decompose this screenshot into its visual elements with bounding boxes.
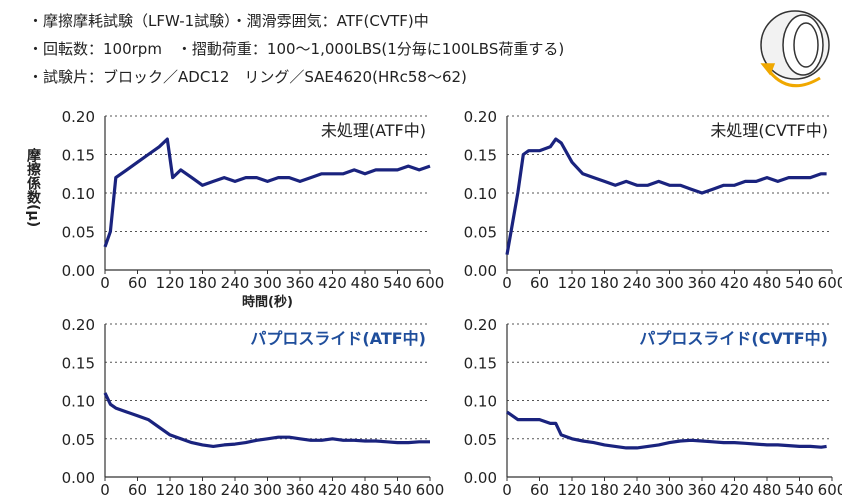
chart-title: 未処理(CVTF中) <box>710 121 828 140</box>
y-tick-label: 0.20 <box>62 108 95 126</box>
ring-icon <box>760 10 830 88</box>
x-tick-label: 240 <box>221 274 250 292</box>
x-tick-label: 360 <box>688 274 717 292</box>
x-tick-label: 0 <box>100 481 110 499</box>
x-tick-label: 120 <box>558 274 587 292</box>
header-line: ・回転数：100rpm ・摺動荷重：100〜1,000LBS(1分毎に100LB… <box>28 40 564 58</box>
y-tick-label: 0.10 <box>464 185 497 203</box>
x-tick-label: 420 <box>720 481 749 499</box>
x-tick-label: 600 <box>818 274 842 292</box>
friction-line <box>103 137 431 248</box>
y-tick-label: 0.15 <box>464 354 497 372</box>
x-tick-label: 600 <box>416 481 445 499</box>
x-tick-label: 60 <box>128 481 147 499</box>
x-tick-label: 180 <box>590 481 619 499</box>
x-tick-label: 480 <box>351 481 380 499</box>
x-tick-label: 180 <box>188 481 217 499</box>
x-tick-label: 360 <box>688 481 717 499</box>
x-tick-label: 480 <box>351 274 380 292</box>
x-tick-label: 240 <box>623 274 652 292</box>
x-tick-label: 180 <box>188 274 217 292</box>
x-tick-label: 240 <box>221 481 250 499</box>
y-tick-label: 0.05 <box>464 224 497 242</box>
y-tick-label: 0.10 <box>62 393 95 411</box>
x-tick-label: 300 <box>253 274 282 292</box>
y-tick-label: 0.00 <box>62 262 95 280</box>
y-tick-label: 0.00 <box>62 469 95 487</box>
x-tick-label: 120 <box>558 481 587 499</box>
chart-title: パプロスライド(CVTF中) <box>639 329 828 348</box>
y-tick-label: 0.20 <box>464 316 497 334</box>
y-tick-label: 0.15 <box>62 354 95 372</box>
x-tick-label: 300 <box>655 481 684 499</box>
y-tick-label: 0.05 <box>62 431 95 449</box>
x-tick-label: 180 <box>590 274 619 292</box>
x-tick-label: 540 <box>785 481 814 499</box>
x-tick-label: 120 <box>156 274 185 292</box>
x-axis-label: 時間(秒) <box>242 294 293 310</box>
x-tick-label: 420 <box>318 481 347 499</box>
y-axis-label: 摩擦係数(μ) <box>25 147 41 227</box>
x-tick-label: 540 <box>383 274 412 292</box>
x-tick-label: 60 <box>530 274 549 292</box>
y-tick-label: 0.05 <box>464 431 497 449</box>
friction-line <box>506 410 827 450</box>
x-tick-label: 540 <box>785 274 814 292</box>
x-tick-label: 60 <box>128 274 147 292</box>
y-tick-label: 0.15 <box>464 147 497 165</box>
header-line: ・摩擦摩耗試験（LFW-1試験）・潤滑雰囲気：ATF(CVTF)中 <box>28 12 429 30</box>
friction-line <box>505 137 827 255</box>
y-tick-label: 0.10 <box>464 393 497 411</box>
x-tick-label: 480 <box>753 274 782 292</box>
x-tick-label: 0 <box>502 481 512 499</box>
x-tick-label: 240 <box>623 481 652 499</box>
x-tick-label: 420 <box>318 274 347 292</box>
x-tick-label: 600 <box>818 481 842 499</box>
y-tick-label: 0.10 <box>62 185 95 203</box>
x-tick-label: 600 <box>416 274 445 292</box>
x-tick-label: 300 <box>253 481 282 499</box>
header-line: ・試験片：ブロック／ADC12 リング／SAE4620(HRc58〜62) <box>28 68 467 86</box>
y-tick-label: 0.20 <box>62 316 95 334</box>
friction-line <box>103 392 430 448</box>
y-tick-label: 0.15 <box>62 147 95 165</box>
chart-title: 未処理(ATF中) <box>321 121 426 140</box>
y-tick-label: 0.00 <box>464 469 497 487</box>
x-tick-label: 0 <box>100 274 110 292</box>
y-tick-label: 0.20 <box>464 108 497 126</box>
x-tick-label: 360 <box>286 274 315 292</box>
y-tick-label: 0.00 <box>464 262 497 280</box>
x-tick-label: 420 <box>720 274 749 292</box>
x-tick-label: 120 <box>156 481 185 499</box>
x-tick-label: 0 <box>502 274 512 292</box>
x-tick-label: 540 <box>383 481 412 499</box>
x-tick-label: 480 <box>753 481 782 499</box>
x-tick-label: 60 <box>530 481 549 499</box>
x-tick-label: 300 <box>655 274 684 292</box>
chart-title: パプロスライド(ATF中) <box>250 329 426 348</box>
y-tick-label: 0.05 <box>62 224 95 242</box>
x-tick-label: 360 <box>286 481 315 499</box>
